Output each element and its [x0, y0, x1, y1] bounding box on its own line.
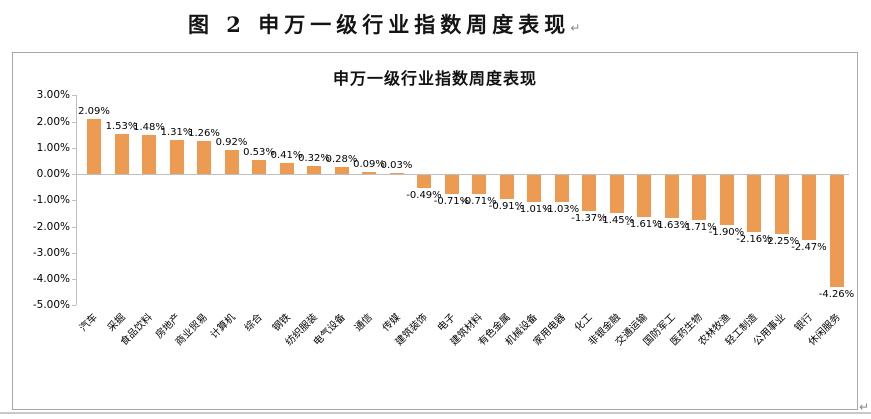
bar-value-label: 0.03% — [380, 160, 413, 171]
bar — [252, 160, 266, 174]
bar — [774, 175, 789, 235]
y-axis-line — [76, 95, 77, 306]
paragraph-return-mark-bottom: ↵ — [859, 400, 870, 414]
bar — [417, 175, 431, 188]
bar — [224, 149, 239, 174]
bar — [362, 171, 376, 174]
bar — [389, 173, 404, 174]
bar — [87, 119, 101, 174]
y-axis-tick-label: -4.00% — [32, 273, 70, 285]
bar-value-label: -2.25% — [763, 236, 800, 248]
bar — [444, 175, 459, 194]
bar — [499, 175, 514, 199]
y-axis-tick — [72, 252, 76, 254]
bar-value-label: -0.49% — [406, 189, 442, 201]
bar — [472, 175, 486, 194]
plot-area: 3.00% 2.00% 1.00% 0.00% -1.00% -2.00% -3.00% -4… — [13, 53, 857, 409]
bar-value-label: -2.47% — [791, 241, 827, 253]
bar — [637, 175, 651, 218]
chart-panel: 申万一级行业指数周度表现 3.00% 2.00% 1.00% 0.00% -1.00% -… — [12, 52, 858, 410]
bar — [692, 175, 706, 220]
bar-value-label: 0.41% — [270, 150, 303, 162]
bar-value-label: -4.26% — [818, 288, 855, 300]
bar-value-label: 0.28% — [325, 153, 358, 165]
bar-value-label: -1.61% — [626, 219, 662, 231]
bar — [829, 175, 844, 287]
bar — [802, 175, 816, 240]
bar — [142, 135, 156, 174]
bar-value-label: -1.90% — [708, 226, 745, 238]
y-axis-tick — [72, 200, 76, 202]
bar-value-label: 1.48% — [133, 122, 165, 134]
y-axis-tick — [72, 305, 76, 307]
bar — [582, 175, 596, 211]
bar-value-label: 0.09% — [353, 158, 385, 170]
bar-value-label: -0.71% — [433, 195, 470, 207]
bar-value-label: -0.71% — [461, 195, 497, 207]
bar — [307, 165, 321, 174]
y-axis-tick-label: -2.00% — [32, 220, 70, 233]
bar-value-label: 0.32% — [298, 152, 330, 164]
y-axis-tick-label: 1.00% — [36, 141, 70, 154]
bar — [664, 175, 679, 218]
page-bottom-border — [0, 412, 871, 414]
x-axis-line — [76, 174, 849, 175]
bar-value-label: -1.45% — [598, 215, 635, 227]
bar-value-label: -1.71% — [681, 221, 717, 233]
bar-value-label: -2.16% — [736, 233, 772, 245]
figure-caption-row: 图 2 申万一级行业指数周度表现↵ — [188, 9, 580, 39]
bar-value-label: -1.63% — [653, 219, 690, 231]
bar-value-label: 1.53% — [105, 120, 138, 132]
bar-value-label: 0.92% — [215, 136, 248, 148]
y-axis-tick — [72, 121, 76, 123]
bar-value-label: 2.09% — [78, 106, 110, 118]
bar — [169, 139, 184, 174]
y-axis-tick — [72, 226, 76, 228]
bar — [719, 175, 734, 225]
bar — [554, 175, 569, 203]
y-axis-tick — [72, 174, 76, 175]
bar — [334, 166, 349, 174]
bar-value-label: 1.31% — [160, 126, 193, 138]
y-axis-tick-label: -1.00% — [32, 194, 70, 207]
bar — [609, 175, 624, 214]
figure-caption: 图 2 申万一级行业指数周度表现 — [188, 12, 571, 37]
y-axis-tick-label: 2.00% — [36, 115, 70, 128]
y-axis-tick — [72, 147, 76, 149]
y-axis-tick-label: -3.00% — [32, 246, 70, 259]
bar-value-label: 0.53% — [243, 147, 275, 159]
bar — [197, 140, 211, 174]
bar — [747, 175, 761, 232]
paragraph-return-mark: ↵ — [570, 21, 581, 35]
bar-value-label: -1.37% — [571, 212, 607, 224]
bar-value-label: 1.26% — [188, 127, 220, 139]
chart-title: 申万一级行业指数周度表现 — [332, 69, 537, 88]
y-axis-tick-label: -5.00% — [32, 299, 70, 312]
y-axis-tick — [72, 279, 76, 280]
bar — [279, 163, 294, 174]
y-axis-tick — [72, 95, 76, 97]
y-axis-tick-label: 3.00% — [36, 89, 70, 102]
bar — [114, 133, 129, 174]
bar-value-label: -1.01% — [516, 203, 552, 215]
bar — [527, 175, 541, 202]
bar-value-label: -1.03% — [543, 204, 580, 216]
bar-value-label: -0.91% — [488, 200, 525, 212]
y-axis-tick-label: 0.00% — [36, 168, 70, 180]
